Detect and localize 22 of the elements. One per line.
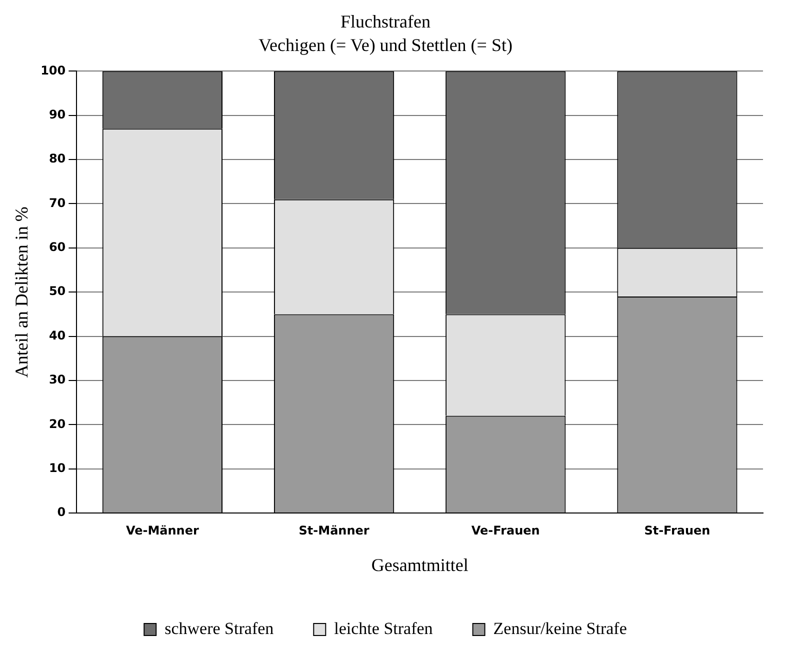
y-tick-label: 80 (48, 152, 66, 166)
y-tick-label: 40 (48, 328, 66, 342)
y-tick-label: 10 (48, 460, 66, 475)
y-tick-label: 100 (40, 63, 66, 78)
y-tick-label: 90 (48, 108, 66, 122)
chart-title: Fluchstrafen (340, 12, 430, 32)
legend-label: leichte Strafen (334, 618, 434, 638)
chart-subtitle: Vechigen (= Ve) und Stettlen (= St) (258, 35, 512, 56)
legend-label: schwere Strafen (164, 618, 274, 638)
x-axis-title: Gesamtmittel (371, 554, 468, 575)
legend-label: Zensur/keine Strafe (493, 618, 627, 638)
y-tick-label: 30 (48, 372, 66, 387)
x-tick-label: Ve-Männer (126, 523, 199, 538)
y-tick-label: 50 (48, 284, 66, 298)
y-tick-label: 70 (48, 196, 66, 210)
y-tick-label: 20 (48, 416, 66, 431)
x-tick-label: Ve-Frauen (471, 523, 540, 538)
y-tick-label: 0 (57, 505, 66, 520)
y-axis-title: Anteil an Delikten in % (12, 206, 32, 378)
x-tick-label: St-Frauen (644, 523, 710, 538)
x-tick-label: St-Männer (298, 523, 370, 538)
y-tick-label: 60 (48, 240, 66, 254)
